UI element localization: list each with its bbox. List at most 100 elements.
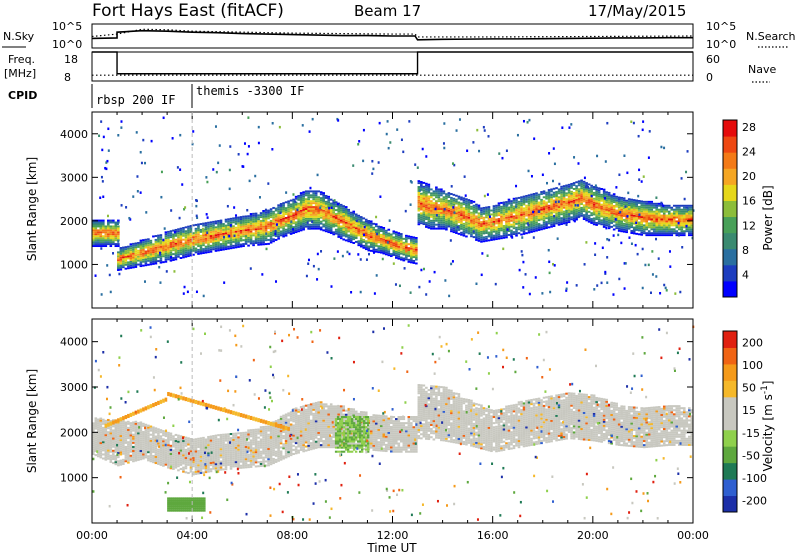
power-cell [685,218,689,221]
power-speck [381,257,384,261]
power-speck [398,284,401,288]
power-cell [432,223,436,226]
power-cell [204,222,208,225]
power-cell [304,213,308,216]
power-cell [452,193,456,196]
power-cell [182,244,185,247]
velocity-cell [162,462,165,465]
power-cell [415,238,418,241]
velocity-cell [104,444,108,447]
power-cell [169,259,173,262]
power-cell [249,228,253,231]
power-speck [638,213,641,216]
power-cell [627,208,631,210]
power-cell [139,243,143,246]
power-cell [202,244,205,247]
power-cell [510,217,513,220]
power-cell [392,242,396,245]
power-cell [577,213,581,216]
power-cell [292,200,295,203]
velocity-cell [144,452,148,455]
power-speck [620,241,623,245]
power-cell [277,204,280,207]
power-cell [122,256,125,259]
power-cell [497,231,501,234]
power-cell [309,211,313,214]
power-cell [605,193,608,196]
power-cell [625,203,628,206]
power-speck [641,247,644,251]
power-cell [420,192,423,195]
velocity-cell [142,455,145,458]
power-cell [652,216,656,219]
power-cell [480,240,483,243]
power-cell [690,232,694,235]
power-cell [247,244,250,247]
power-cell [312,225,315,228]
power-cell [587,206,591,209]
power-cell [415,242,418,245]
power-cell [662,212,666,215]
power-cell [437,217,441,220]
power-cell [274,227,278,230]
velocity-cell [152,434,155,437]
power-cell [582,180,586,183]
power-cell [297,198,300,201]
power-cell [685,206,689,209]
power-cell [332,223,335,226]
power-cell [322,198,325,200]
velocity-cell [99,427,103,430]
power-cell [212,228,215,231]
power-cell [217,243,220,246]
power-cell [505,236,508,239]
power-cell [239,235,243,238]
power-cell [222,242,225,245]
velocity-cell [127,420,130,423]
power-speck [206,180,209,184]
power-cell [442,217,446,220]
power-cell [194,233,198,236]
power-cell [457,226,461,229]
power-cell [417,182,421,185]
power-cell [460,208,463,211]
power-cell [247,225,250,227]
power-cell [495,204,498,207]
power-cell [535,211,538,214]
power-cell [222,228,225,231]
power-cell [184,242,188,244]
power-cell [272,218,275,221]
power-cell [117,237,120,240]
power-cell [199,236,203,239]
power-cell [535,206,538,209]
power-cell [357,224,361,227]
power-speck [102,135,105,139]
power-cell [577,201,581,204]
power-cell [229,233,233,236]
power-cell [565,202,568,205]
power-cell [585,193,588,196]
power-cell [209,250,213,253]
power-speck [419,189,422,192]
velocity-cell [94,441,98,444]
power-cell [512,211,516,214]
power-cell [304,223,308,226]
power-speck [561,126,564,129]
power-cell [92,233,95,236]
power-cell [567,203,571,206]
velocity-cell [164,453,168,456]
power-cell [690,218,694,221]
velocity-cell [134,420,138,423]
power-cell [307,213,310,216]
power-cell [284,232,288,235]
power-cell [425,206,428,209]
power-speck [106,214,109,218]
power-cell [297,208,300,211]
power-speck [456,225,459,229]
power-cell [632,220,636,223]
power-cell [312,202,315,205]
power-cell [530,228,533,231]
power-cell [142,250,145,253]
power-cell [427,185,431,188]
power-cell [207,223,210,226]
power-cell [542,219,546,222]
